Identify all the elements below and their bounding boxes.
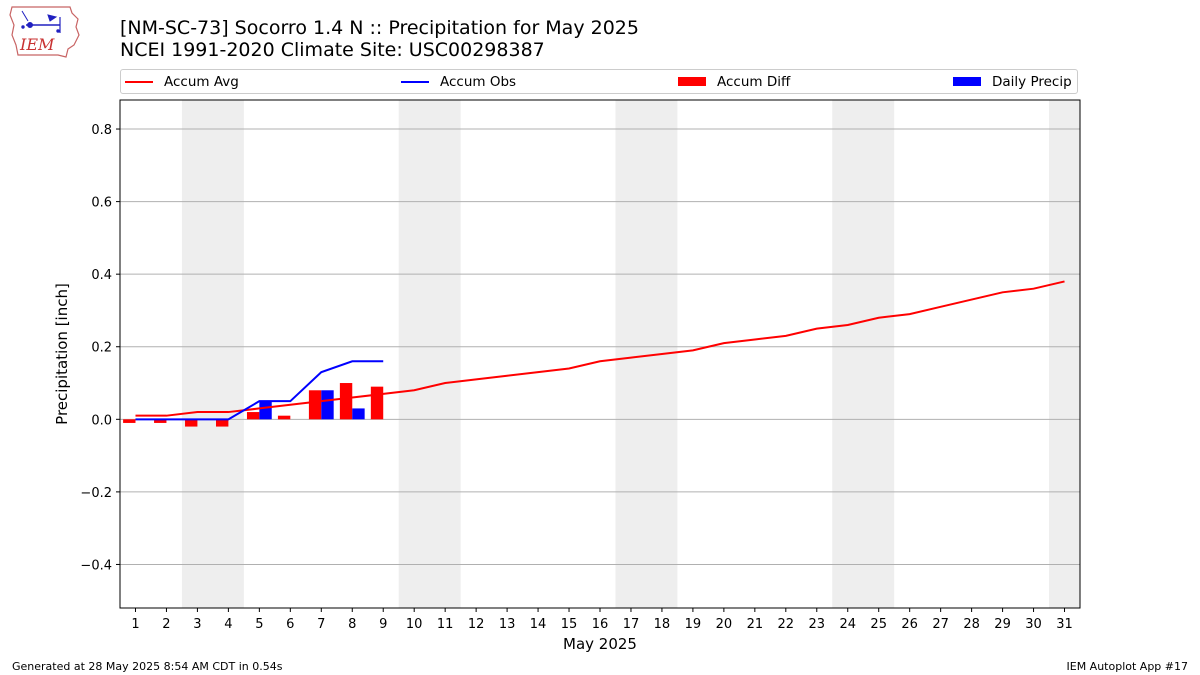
x-tick-label: 6	[286, 617, 294, 632]
generated-timestamp: Generated at 28 May 2025 8:54 AM CDT in …	[12, 660, 283, 673]
accum-diff-bar	[339, 383, 353, 420]
line-series	[135, 280, 1065, 421]
x-tick-label: 22	[778, 617, 795, 632]
x-tick-label: 16	[592, 617, 609, 632]
y-tick-label: 0.4	[91, 268, 112, 283]
legend-label-accum-diff: Accum Diff	[717, 73, 791, 90]
accum-obs-line	[135, 360, 384, 421]
x-tick-label: 10	[406, 617, 423, 632]
x-tick-label: 3	[193, 617, 201, 632]
legend-swatch-accum-obs	[401, 80, 429, 83]
weekend-band	[181, 100, 244, 608]
weekend-band	[1049, 100, 1080, 608]
x-tick-label: 2	[162, 617, 170, 632]
y-axis-label: Precipitation [inch]	[53, 283, 71, 425]
weekend-band	[615, 100, 678, 608]
y-tick-label: 0.0	[91, 413, 112, 428]
legend-item-accum-avg: Accum Avg	[125, 70, 239, 93]
x-tick-label: 19	[685, 617, 702, 632]
accum-avg-line	[135, 280, 1065, 417]
logo-text: IEM	[19, 35, 55, 54]
y-tick-label: 0.2	[91, 341, 112, 356]
x-tick-label: 5	[255, 617, 263, 632]
x-axis-label: May 2025	[563, 635, 637, 653]
x-tick-label: 11	[437, 617, 454, 632]
legend-label-accum-obs: Accum Obs	[440, 73, 517, 90]
accum-diff-bar	[308, 390, 322, 420]
weather-instrument-icon	[21, 10, 61, 33]
x-tick-label: 27	[932, 617, 949, 632]
x-tick-label: 9	[379, 617, 387, 632]
daily-precip-bar	[321, 390, 334, 420]
legend-swatch-accum-avg	[125, 80, 153, 83]
bar-series	[123, 383, 384, 427]
x-tick-label: 12	[468, 617, 485, 632]
legend-item-daily-precip: Daily Precip	[953, 70, 1072, 93]
accum-diff-bar	[185, 419, 198, 427]
x-tick-label: 21	[747, 617, 764, 632]
legend-swatch-accum-diff	[678, 77, 706, 86]
accum-diff-bar	[246, 412, 260, 420]
legend-label-accum-avg: Accum Avg	[164, 73, 239, 90]
x-tick-label: 7	[317, 617, 325, 632]
daily-precip-bar	[352, 408, 365, 420]
weekend-shading	[181, 100, 1080, 608]
y-tick-label: 0.6	[91, 196, 112, 211]
chart-subtitle: NCEI 1991-2020 Climate Site: USC00298387	[120, 39, 545, 61]
legend-item-accum-diff: Accum Diff	[678, 70, 790, 93]
iem-logo: IEM	[9, 6, 80, 58]
x-tick-label: 8	[348, 617, 356, 632]
accum-diff-bar	[154, 419, 167, 423]
x-tick-label: 25	[870, 617, 887, 632]
x-tick-label: 31	[1056, 617, 1073, 632]
accum-diff-bar	[277, 415, 291, 420]
x-tick-label: 14	[530, 617, 547, 632]
gridlines	[120, 128, 1080, 565]
y-tick-label: 0.8	[91, 123, 112, 138]
weekend-band	[398, 100, 461, 608]
accum-diff-bar	[370, 386, 384, 420]
legend-swatch-daily-precip	[953, 77, 981, 86]
x-tick-label: 13	[499, 617, 516, 632]
x-tick-label: 29	[994, 617, 1011, 632]
plot-area-frame	[119, 99, 1081, 609]
legend-item-accum-obs: Accum Obs	[401, 70, 516, 93]
x-tick-label: 30	[1025, 617, 1042, 632]
x-tick-label: 23	[809, 617, 826, 632]
x-tick-label: 4	[224, 617, 232, 632]
x-tick-label: 1	[131, 617, 139, 632]
x-tick-label: 15	[561, 617, 578, 632]
y-tick-label: −0.4	[80, 558, 112, 573]
x-tick-label: 20	[716, 617, 733, 632]
y-tick-label: −0.2	[80, 486, 112, 501]
x-tick-label: 17	[623, 617, 640, 632]
x-tick-label: 18	[654, 617, 671, 632]
x-tick-label: 24	[839, 617, 856, 632]
legend-label-daily-precip: Daily Precip	[992, 73, 1072, 90]
accum-diff-bar	[216, 419, 229, 427]
accum-diff-bar	[123, 419, 136, 423]
app-credit: IEM Autoplot App #17	[1066, 660, 1189, 673]
x-tick-label: 26	[901, 617, 918, 632]
daily-precip-bar	[259, 401, 272, 420]
axis-ticks: −0.4−0.20.00.20.40.60.81 2 3 4 5 6 7 8 9 10 11 12 13…	[80, 123, 1072, 632]
iowa-outline-icon	[9, 6, 80, 58]
weekend-band	[832, 100, 895, 608]
chart-title: [NM-SC-73] Socorro 1.4 N :: Precipitatio…	[120, 17, 639, 39]
x-tick-label: 28	[963, 617, 980, 632]
chart-legend: Accum Avg Accum Obs Accum Diff Daily Pre…	[120, 69, 1078, 94]
